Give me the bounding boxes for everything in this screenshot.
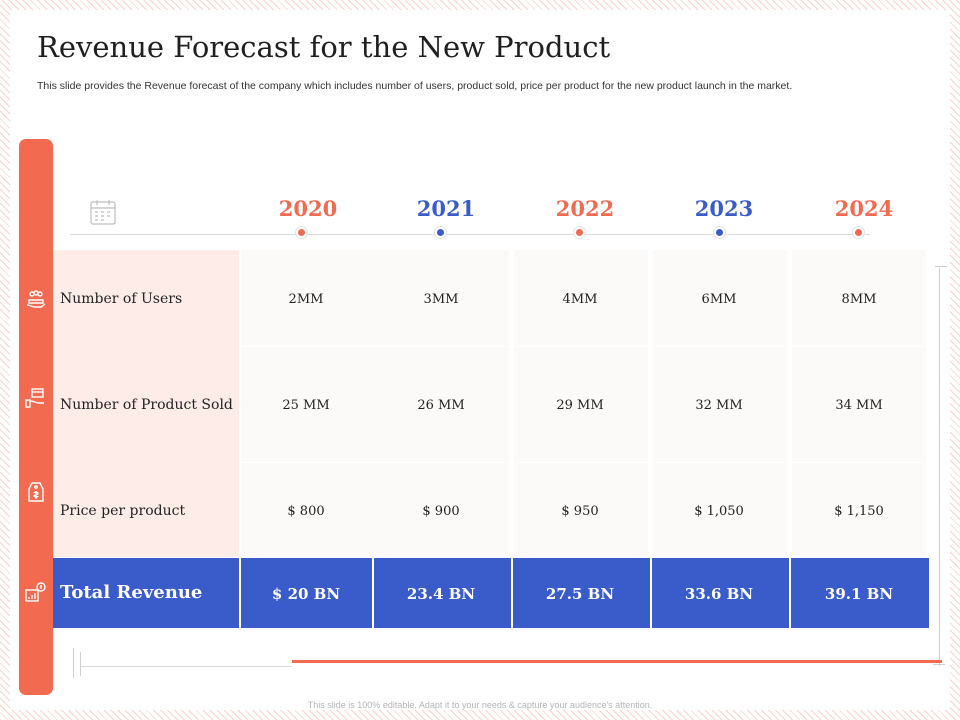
column-divider — [511, 558, 513, 628]
decorative-bracket — [935, 266, 947, 267]
year-label-2021: 2021 — [416, 196, 476, 221]
decorative-bracket — [933, 664, 945, 665]
timeline-axis — [70, 234, 870, 235]
slide-subtitle: This slide provides the Revenue forecast… — [37, 80, 793, 92]
slide-footer: This slide is 100% editable. Adapt it to… — [307, 700, 653, 710]
table-cell: 2MM — [288, 292, 324, 307]
total-revenue-label: Total Revenue — [60, 582, 203, 603]
calendar-icon — [90, 200, 116, 225]
year-label-2024: 2024 — [834, 196, 894, 221]
table-cell: 29 MM — [556, 398, 604, 413]
table-cell: 6MM — [701, 292, 737, 307]
table-cell: 25 MM — [282, 398, 330, 413]
table-cell: $ 950 — [561, 504, 599, 519]
row-divider — [239, 462, 929, 463]
decorative-line — [292, 660, 942, 663]
table-cell: $ 1,150 — [834, 504, 884, 519]
timeline-dot — [855, 229, 862, 236]
year-label-2020: 2020 — [278, 196, 338, 221]
year-label-2023: 2023 — [694, 196, 754, 221]
column-divider — [239, 558, 241, 628]
table-cell: 34 MM — [835, 398, 883, 413]
users-hand-icon — [26, 290, 46, 308]
total-value: 33.6 BN — [684, 585, 754, 603]
total-value: 39.1 BN — [824, 585, 894, 603]
table-cell: 32 MM — [695, 398, 743, 413]
timeline-dot — [298, 229, 305, 236]
table-cell: 26 MM — [417, 398, 465, 413]
total-revenue-row — [53, 558, 929, 628]
side-accent-bar — [19, 139, 53, 695]
data-column — [514, 250, 648, 557]
data-column — [792, 250, 926, 557]
table-cell: 4MM — [562, 292, 598, 307]
decorative-bracket — [939, 268, 940, 666]
row-label-users: Number of Users — [60, 291, 183, 307]
total-value: 27.5 BN — [545, 585, 615, 603]
table-cell: $ 1,050 — [694, 504, 744, 519]
total-value: $ 20 BN — [271, 585, 341, 603]
row-divider — [239, 346, 929, 347]
timeline-dot — [576, 229, 583, 236]
table-cell: $ 900 — [422, 504, 460, 519]
table-cell: $ 800 — [287, 504, 325, 519]
column-divider — [650, 558, 652, 628]
data-column — [241, 250, 375, 557]
decorative-line — [80, 666, 292, 667]
row-label-price: Price per product — [60, 503, 186, 519]
decorative-line — [73, 648, 74, 678]
row-label-product-sold: Number of Product Sold — [60, 397, 233, 413]
product-box-hand-icon — [25, 388, 44, 408]
row-label-column — [53, 250, 239, 557]
slide: Revenue Forecast for the New Product Thi… — [10, 10, 950, 710]
data-column — [653, 250, 787, 557]
data-column — [375, 250, 509, 557]
total-value: 23.4 BN — [406, 585, 476, 603]
revenue-chart-icon — [25, 582, 46, 602]
column-divider — [372, 558, 374, 628]
year-label-2022: 2022 — [555, 196, 615, 221]
column-divider — [789, 558, 791, 628]
timeline-dot — [437, 229, 444, 236]
table-cell: 3MM — [423, 292, 459, 307]
decorative-line — [80, 652, 81, 676]
slide-title: Revenue Forecast for the New Product — [37, 30, 611, 64]
table-cell: 8MM — [841, 292, 877, 307]
timeline-dot — [716, 229, 723, 236]
price-tag-icon — [28, 482, 44, 502]
